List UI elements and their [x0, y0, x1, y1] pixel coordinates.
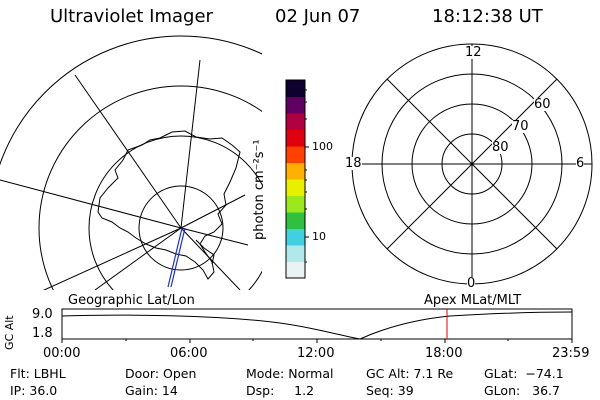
mlt-label-18: 18 — [345, 156, 362, 171]
colorbar-tick-label: 10 — [312, 230, 326, 243]
lat-circle — [138, 185, 224, 271]
colorbar-band — [286, 179, 305, 196]
lat-circle — [38, 85, 262, 290]
colorbar-band — [286, 245, 305, 262]
meridian-line — [180, 59, 201, 229]
mlt-label-6: 6 — [576, 156, 585, 171]
filter-readout: Flt: LBHL — [10, 366, 66, 381]
meridian-line — [0, 179, 182, 229]
gcalt-readout: GC Alt: 7.1 Re — [366, 366, 454, 381]
ground-track — [167, 227, 183, 288]
colorbar-band — [286, 228, 305, 246]
door-readout: Door: Open — [125, 366, 197, 381]
apex-label: Apex MLat/MLT — [424, 293, 522, 308]
colorbar-unit-label: photon cm⁻²s⁻¹ — [252, 139, 267, 240]
ip-readout: IP: 36.0 — [10, 383, 58, 398]
geographic-label: Geographic Lat/Lon — [68, 293, 195, 308]
colorbar-band — [286, 80, 305, 97]
colorbar-band — [286, 113, 305, 130]
time-label: 18:12:38 UT — [432, 6, 543, 27]
altitude-xtick: 12:00 — [297, 346, 335, 361]
glon-readout: GLon: 36.7 — [484, 383, 560, 398]
mlat-label-70: 70 — [512, 119, 529, 134]
seq-readout: Seq: 39 — [366, 383, 414, 398]
colorbar-ticks — [305, 89, 309, 263]
colorbar-frame — [285, 79, 306, 279]
mlt-label-12: 12 — [465, 45, 482, 60]
altitude-xticks — [61, 339, 573, 343]
app-title: Ultraviolet Imager — [50, 6, 213, 27]
colorbar-band — [286, 195, 305, 213]
mlat-label-60: 60 — [534, 97, 551, 112]
dsp-readout: Dsp: 1.2 — [246, 383, 315, 398]
colorbar-band — [286, 162, 305, 180]
altitude-xtick: 00:00 — [43, 346, 81, 361]
colorbar-tick-label: 100 — [312, 140, 333, 153]
meridian-line — [94, 227, 182, 290]
meridian-line — [74, 74, 182, 229]
colorbar-band — [286, 96, 305, 114]
colorbar-band — [286, 146, 305, 163]
altitude-ylabel: GC Alt — [3, 315, 16, 350]
altitude-curve — [61, 311, 573, 340]
gain-readout: Gain: 14 — [125, 383, 178, 398]
meridian-line — [180, 194, 246, 229]
coastline — [195, 239, 215, 265]
polar-diagonal — [386, 78, 558, 250]
ground-track — [170, 227, 186, 288]
colorbar — [286, 80, 305, 279]
mlat-label-80: 80 — [492, 140, 509, 155]
altitude-ytick: 1.8 — [32, 326, 53, 341]
altitude-xtick: 18:00 — [425, 346, 463, 361]
altitude-xtick: 06:00 — [170, 346, 208, 361]
lat-circle — [88, 135, 262, 290]
meridian-line — [42, 227, 182, 290]
meridian-line — [180, 227, 249, 246]
glat-readout: GLat: −74.1 — [484, 366, 564, 381]
date-label: 02 Jun 07 — [275, 6, 361, 27]
mlt-label-0: 0 — [467, 276, 476, 291]
coastline — [97, 130, 241, 280]
altitude-plot — [61, 308, 573, 343]
colorbar-band — [286, 212, 305, 229]
polar-plot — [351, 43, 593, 285]
altitude-xtick: 23:59 — [552, 346, 590, 361]
colorbar-band — [286, 261, 305, 279]
geographic-map — [0, 35, 262, 290]
mode-readout: Mode: Normal — [246, 366, 334, 381]
colorbar-band — [286, 129, 305, 147]
lat-circle — [0, 35, 262, 166]
altitude-ytick: 9.0 — [32, 307, 53, 322]
